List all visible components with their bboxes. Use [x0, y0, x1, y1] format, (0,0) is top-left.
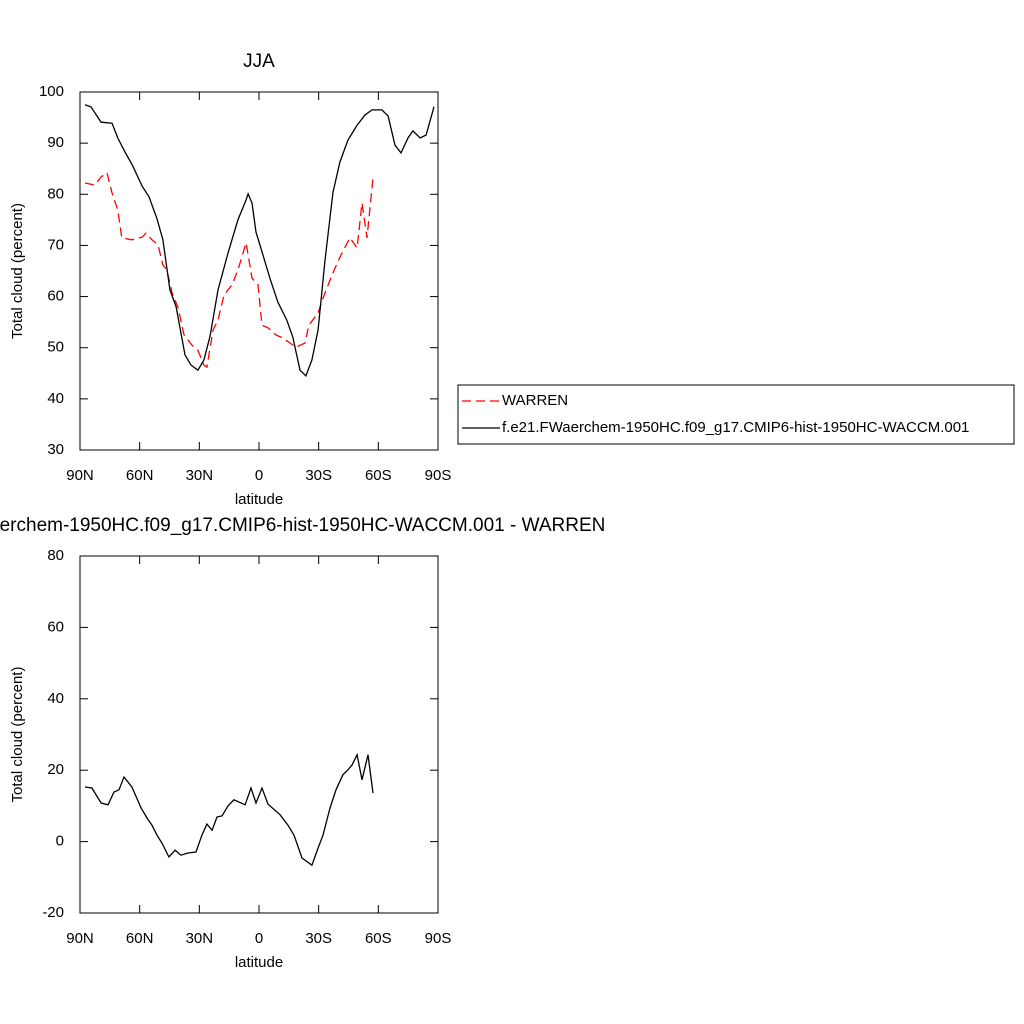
- y-tick-label: 80: [47, 547, 64, 564]
- y-tick-label: 50: [47, 339, 64, 356]
- plot-frame: [79, 91, 439, 451]
- plot-frame: [79, 555, 439, 914]
- x-tick-label: 30S: [305, 467, 332, 484]
- x-tick-label: 90N: [66, 930, 94, 947]
- x-tick-label: 30N: [186, 467, 214, 484]
- legend-frame: [457, 384, 1015, 445]
- y-tick-label: 80: [47, 185, 64, 202]
- y-axis-label: Total cloud (percent): [9, 203, 26, 339]
- y-tick-label: 40: [47, 390, 64, 407]
- x-axis-label: latitude: [235, 954, 283, 971]
- x-tick-label: 90S: [425, 930, 452, 947]
- x-tick-label: 90S: [425, 467, 452, 484]
- y-tick-label: 70: [47, 236, 64, 253]
- y-tick-label: 100: [39, 83, 64, 100]
- x-tick-label: 0: [255, 930, 263, 947]
- y-tick-label: -20: [42, 904, 64, 921]
- chart-title: JJA: [243, 51, 275, 72]
- legend-label: f.e21.FWaerchem-1950HC.f09_g17.CMIP6-his…: [502, 419, 969, 436]
- y-tick-label: 90: [47, 134, 64, 151]
- chart-title: f.e21.FWaerchem-1950HC.f09_g17.CMIP6-his…: [0, 515, 605, 536]
- legend-label: WARREN: [502, 392, 568, 409]
- x-tick-label: 60N: [126, 467, 154, 484]
- y-tick-label: 60: [47, 288, 64, 305]
- x-tick-label: 60S: [365, 467, 392, 484]
- data-line: [84, 752, 374, 867]
- x-tick-label: 30N: [186, 930, 214, 947]
- data-line: [84, 171, 374, 369]
- x-tick-label: 90N: [66, 467, 94, 484]
- x-tick-label: 30S: [305, 930, 332, 947]
- y-tick-label: 40: [47, 690, 64, 707]
- data-line: [84, 104, 435, 377]
- y-tick-label: 20: [47, 761, 64, 778]
- x-axis-label: latitude: [235, 491, 283, 508]
- x-tick-label: 0: [255, 467, 263, 484]
- x-tick-label: 60N: [126, 930, 154, 947]
- y-tick-label: 60: [47, 618, 64, 635]
- x-tick-label: 60S: [365, 930, 392, 947]
- y-tick-label: 30: [47, 441, 64, 458]
- y-tick-label: 0: [56, 833, 64, 850]
- y-axis-label: Total cloud (percent): [9, 667, 26, 803]
